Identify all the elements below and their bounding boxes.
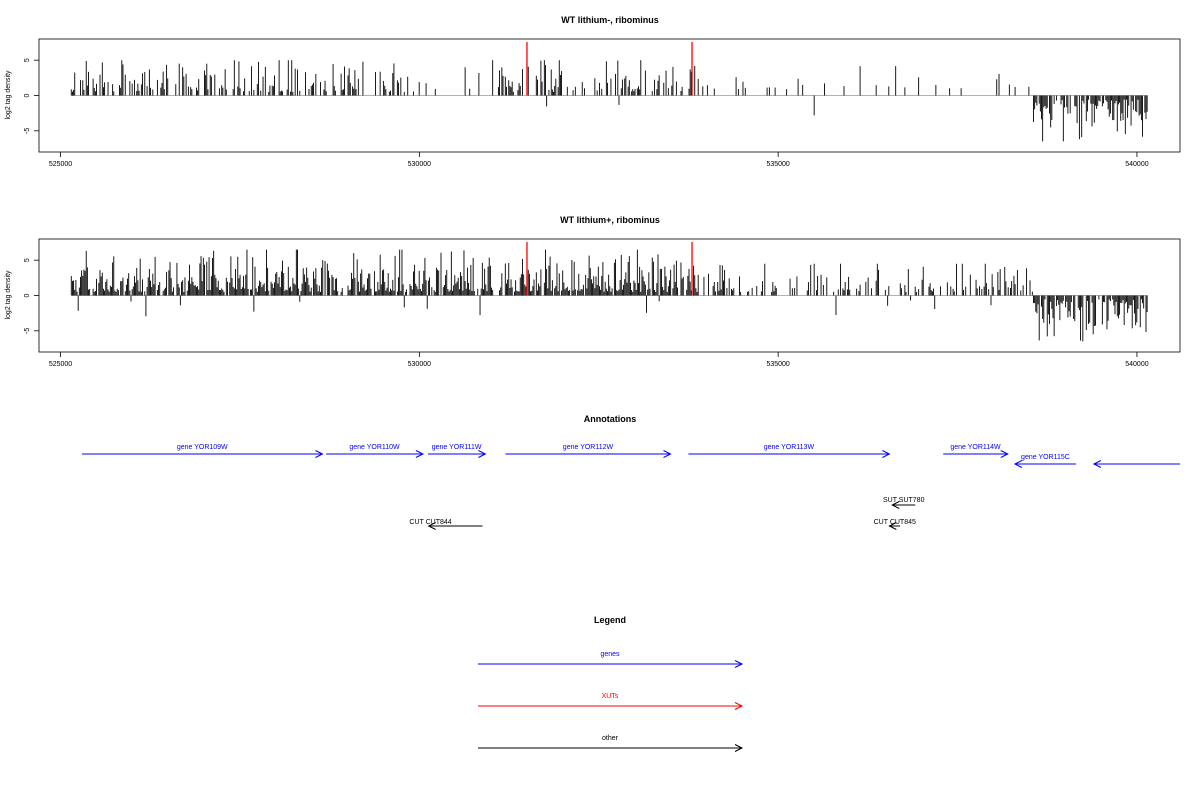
annotations-track: Annotations gene YOR109W gene YOR110W gene… — [82, 414, 1180, 530]
gene-label: gene YOR113W — [764, 444, 815, 451]
gene-label: gene YOR112W — [563, 444, 614, 451]
x-tick-label: 540000 — [1125, 361, 1148, 368]
other-arrow: CUT CUT844 — [409, 519, 483, 530]
gene-label: gene YOR110W — [349, 444, 400, 451]
legend-label: XUTs — [602, 693, 619, 700]
other-arrow: SUT SUT780 — [883, 497, 925, 509]
panel-title: WT lithium+, ribominus — [560, 215, 660, 225]
gene-label: gene YOR115C — [1021, 454, 1070, 461]
x-tick-label: 535000 — [766, 361, 789, 368]
coverage-bars — [70, 60, 1148, 142]
legend-item: genes — [478, 651, 744, 668]
coverage-bars — [70, 249, 1148, 342]
x-tick-label: 535000 — [766, 161, 789, 168]
y-tick-label: -5 — [24, 128, 31, 134]
x-tick-label: 530000 — [408, 161, 431, 168]
y-axis-label: log2 tag density — [5, 70, 12, 120]
gene-arrow: gene YOR110W — [326, 444, 425, 458]
highlight-marks — [526, 242, 693, 296]
gene-arrow — [1092, 460, 1180, 468]
other-label: CUT CUT845 — [874, 519, 916, 526]
x-tick-label: 530000 — [408, 361, 431, 368]
gene-label: gene YOR114W — [950, 444, 1001, 451]
gene-label: gene YOR109W — [177, 444, 228, 451]
x-tick-label: 525000 — [49, 161, 72, 168]
legend-item: other — [478, 735, 744, 752]
legend-label: other — [602, 735, 619, 742]
x-tick-label: 525000 — [49, 361, 72, 368]
annotations-title: Annotations — [584, 414, 637, 424]
gene-arrow: gene YOR111W — [427, 444, 487, 458]
y-tick-label: 5 — [24, 258, 31, 262]
gene-arrow: gene YOR114W — [943, 444, 1009, 458]
gene-arrow: gene YOR115C — [1013, 454, 1076, 468]
legend: Legend genes XUTs other — [478, 615, 744, 752]
other-label: CUT CUT844 — [409, 519, 451, 526]
gene-arrow: gene YOR112W — [505, 444, 672, 458]
axes: 525000 530000 535000 540000 -5 0 5 — [24, 258, 1149, 368]
y-tick-label: 5 — [24, 58, 31, 62]
x-tick-label: 540000 — [1125, 161, 1148, 168]
legend-title: Legend — [594, 615, 626, 625]
other-label: SUT SUT780 — [883, 497, 925, 504]
coverage-panel-lithium-plus: WT lithium+, ribominus 525000 530000 53500… — [5, 215, 1181, 368]
axes: 525000 530000 535000 540000 -5 0 5 — [24, 58, 1149, 168]
other-arrow: CUT CUT845 — [874, 519, 916, 530]
legend-item: XUTs — [478, 693, 744, 710]
gene-arrow: gene YOR109W — [82, 444, 324, 458]
gene-label: gene YOR111W — [432, 444, 482, 451]
panel-title: WT lithium-, ribominus — [561, 15, 659, 25]
y-tick-label: 0 — [24, 93, 31, 97]
legend-items: genes XUTs other — [478, 651, 744, 752]
coverage-panel-lithium-minus: WT lithium-, ribominus 525000 530000 53500… — [5, 15, 1181, 168]
gene-arrow: gene YOR113W — [688, 444, 891, 458]
y-axis-label: log2 tag density — [5, 270, 12, 320]
annotation-features: gene YOR109W gene YOR110W gene YOR111W gene… — [82, 444, 1180, 530]
highlight-marks — [526, 42, 693, 96]
legend-label: genes — [600, 651, 620, 658]
y-tick-label: -5 — [24, 328, 31, 334]
y-tick-label: 0 — [24, 293, 31, 297]
